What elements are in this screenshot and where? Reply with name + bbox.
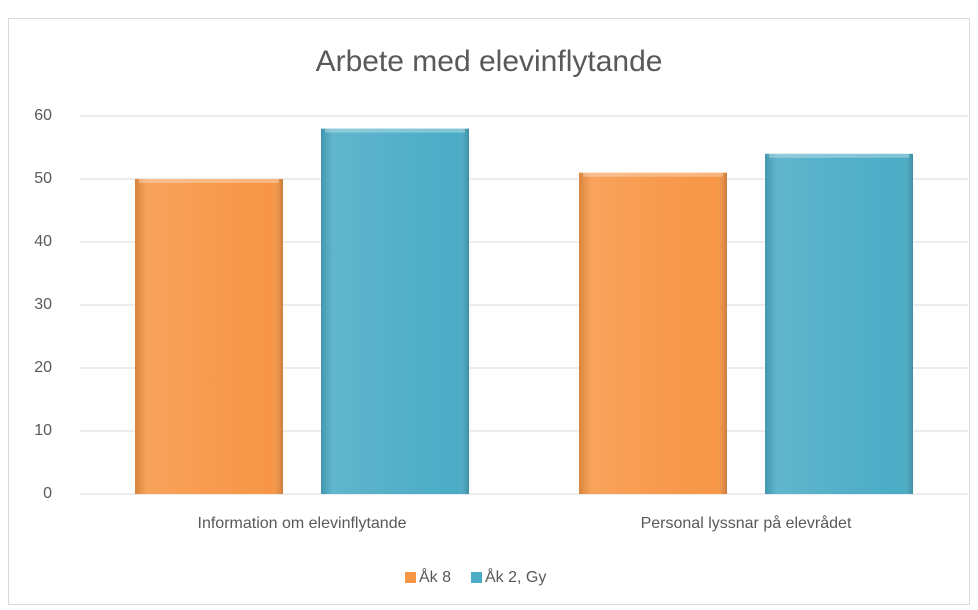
bar-shade [135, 179, 283, 494]
y-tick-label: 10 [34, 422, 52, 439]
y-tick-label: 30 [34, 296, 52, 313]
y-tick-label: 50 [34, 170, 52, 187]
bar-top-highlight [325, 128, 465, 133]
legend-swatch [471, 572, 482, 583]
bar-shade [321, 128, 469, 494]
y-tick-label: 0 [43, 485, 52, 502]
legend-label: Åk 2, Gy [485, 567, 546, 586]
bar-top-highlight [769, 153, 909, 158]
y-tick-label: 20 [34, 359, 52, 376]
bar-shade [579, 172, 727, 494]
x-tick-label: Personal lyssnar på elevrådet [641, 514, 852, 532]
legend-label: Åk 8 [419, 567, 451, 586]
chart-title: Arbete med elevinflytande [316, 45, 663, 78]
bar-top-highlight [583, 172, 723, 177]
bar-shade [765, 153, 913, 495]
y-tick-label: 60 [34, 107, 52, 124]
bar-top-highlight [139, 179, 279, 183]
x-tick-label: Information om elevinflytande [198, 515, 407, 532]
y-tick-label: 40 [34, 233, 52, 250]
legend-swatch [405, 572, 416, 583]
